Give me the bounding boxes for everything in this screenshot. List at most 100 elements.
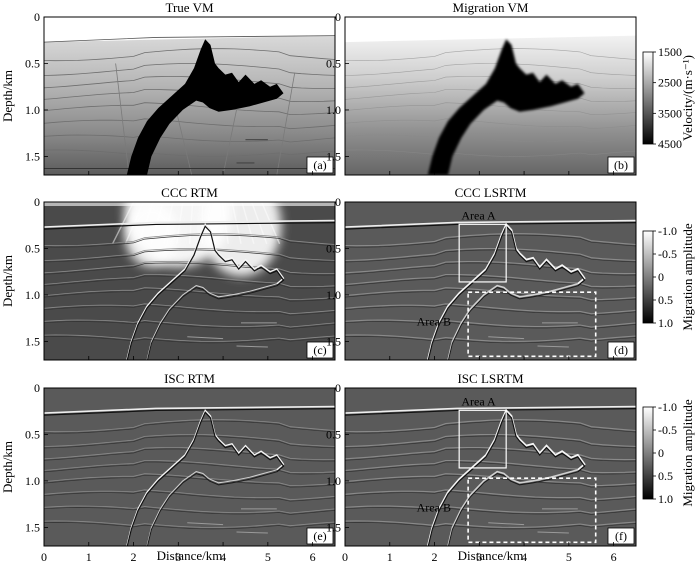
y-tick-label: 0 — [335, 195, 341, 209]
colorbar-tick-label: -0.5 — [658, 423, 677, 437]
panel-label: (a) — [313, 158, 326, 172]
area-b-box — [467, 291, 597, 358]
panel-label-box — [306, 527, 334, 545]
panel-frame — [43, 16, 336, 176]
y-axis-label: Depth/km — [0, 70, 15, 122]
x-axis-label: Distance/km — [157, 548, 223, 563]
y-tick-label: 0.5 — [25, 427, 40, 441]
area-b-label: Area B — [417, 315, 451, 329]
colorbar-tick-label: -1.0 — [658, 400, 677, 414]
y-tick-label: 0.5 — [326, 56, 341, 70]
panel-e: ISC RTM (e) 0 0.5 1.0 1.5 0 1 2 3 4 5 6 — [25, 371, 336, 564]
colorbar-tick-label: -1.0 — [658, 224, 677, 238]
colorbar-tick-label: 2500 — [658, 76, 682, 90]
y-tick-label: 1.5 — [326, 149, 341, 163]
y-tick-label: 1.0 — [25, 103, 40, 117]
panel-label: (f) — [615, 529, 627, 543]
panel-title: Migration VM — [453, 0, 529, 15]
colorbar-label: Migration amplitude — [680, 399, 695, 506]
x-tick-label: 2 — [432, 550, 438, 564]
panel-a: True VM (a) 0 0.5 1.0 1.5 — [25, 0, 336, 176]
panel-label-box — [306, 341, 334, 359]
panel-label: (c) — [313, 343, 326, 357]
colorbar-tick-label: 4500 — [658, 137, 682, 151]
y-tick-label: 1.5 — [326, 334, 341, 348]
panel-c: CCC RTM (c) 0 0.5 1.0 1.5 — [25, 185, 336, 361]
panel-frame — [43, 201, 336, 361]
colorbar-gradient — [642, 230, 654, 324]
panel-d: Area A Area B CCC LSRTM (d) 0 0.5 1.0 1.5 — [326, 185, 637, 361]
x-tick-label: 2 — [131, 550, 137, 564]
colorbar-tick-label: 0 — [658, 270, 664, 284]
y-tick-label: 0 — [34, 195, 40, 209]
x-tick-label: 4 — [521, 550, 527, 564]
colorbar-gradient — [642, 51, 654, 145]
y-tick-label: 0 — [34, 10, 40, 24]
colorbar-tick-label: 0.5 — [658, 293, 673, 307]
colorbar-2: -1.0 -0.5 0 0.5 1.0 Migration amplitude — [642, 223, 695, 331]
y-tick-label: 1.0 — [326, 474, 341, 488]
y-tick-label: 1.0 — [326, 103, 341, 117]
x-tick-label: 0 — [41, 550, 47, 564]
panel-title: ISC RTM — [164, 371, 215, 386]
y-tick-label: 0.5 — [326, 427, 341, 441]
y-tick-label: 1.5 — [326, 520, 341, 534]
panel-frame — [43, 387, 336, 547]
panel-title: CCC LSRTM — [455, 185, 527, 200]
panel-label: (e) — [313, 529, 326, 543]
area-a-label: Area A — [461, 395, 496, 409]
panel-label-box — [607, 156, 635, 174]
panel-label: (d) — [614, 343, 628, 357]
y-tick-label: 0 — [335, 381, 341, 395]
y-tick-label: 0.5 — [326, 241, 341, 255]
x-tick-label: 5 — [265, 550, 271, 564]
y-tick-label: 0.5 — [25, 241, 40, 255]
colorbar-label: Velocity/(m·s⁻¹) — [680, 55, 695, 141]
x-tick-label: 1 — [86, 550, 92, 564]
x-tick-label: 1 — [387, 550, 393, 564]
y-axis-label: Depth/km — [0, 441, 15, 493]
y-tick-label: 1.5 — [25, 334, 40, 348]
panel-title: CCC RTM — [161, 185, 218, 200]
colorbar-tick-label: 0 — [658, 446, 664, 460]
y-tick-label: 0.5 — [25, 56, 40, 70]
panel-frame — [344, 201, 637, 361]
y-tick-label: 1.0 — [25, 288, 40, 302]
colorbar-label: Migration amplitude — [680, 223, 695, 330]
x-tick-label: 6 — [310, 550, 316, 564]
panel-b: Migration VM (b) 0 0.5 1.0 1.5 — [326, 0, 637, 176]
panel-label-box — [607, 527, 635, 545]
area-a-label: Area A — [461, 209, 496, 223]
colorbar-tick-label: 1.0 — [658, 492, 673, 506]
y-tick-label: 1.0 — [326, 288, 341, 302]
panel-title: ISC LSRTM — [457, 371, 523, 386]
colorbar-tick-label: 1.0 — [658, 316, 673, 330]
x-axis-label: Distance/km — [458, 548, 524, 563]
area-b-label: Area B — [417, 501, 451, 515]
y-tick-label: 0 — [335, 10, 341, 24]
area-a-box — [458, 409, 507, 469]
y-tick-label: 1.0 — [25, 474, 40, 488]
panel-frame — [344, 16, 637, 176]
y-axis-label: Depth/km — [0, 255, 15, 307]
colorbar-gradient — [642, 406, 654, 500]
panel-label: (b) — [614, 158, 628, 172]
area-b-box — [467, 477, 597, 544]
x-tick-label: 0 — [342, 550, 348, 564]
colorbar-3: -1.0 -0.5 0 0.5 1.0 Migration amplitude — [642, 399, 695, 507]
colorbar-tick-label: 1500 — [658, 45, 682, 59]
x-tick-label: 3 — [476, 550, 482, 564]
area-a-box — [458, 223, 507, 283]
y-tick-label: 1.5 — [25, 520, 40, 534]
colorbar-tick-label: -0.5 — [658, 247, 677, 261]
x-tick-label: 5 — [566, 550, 572, 564]
y-tick-label: 0 — [34, 381, 40, 395]
panel-title: True VM — [165, 0, 213, 15]
colorbar-tick-label: 3500 — [658, 106, 682, 120]
colorbar-tick-label: 0.5 — [658, 469, 673, 483]
panel-frame — [344, 387, 637, 547]
panel-f: Area A Area B ISC LSRTM (f) 0 0.5 1.0 1.5 0 1 2 3 4 5… — [326, 371, 637, 564]
x-tick-label: 4 — [220, 550, 226, 564]
